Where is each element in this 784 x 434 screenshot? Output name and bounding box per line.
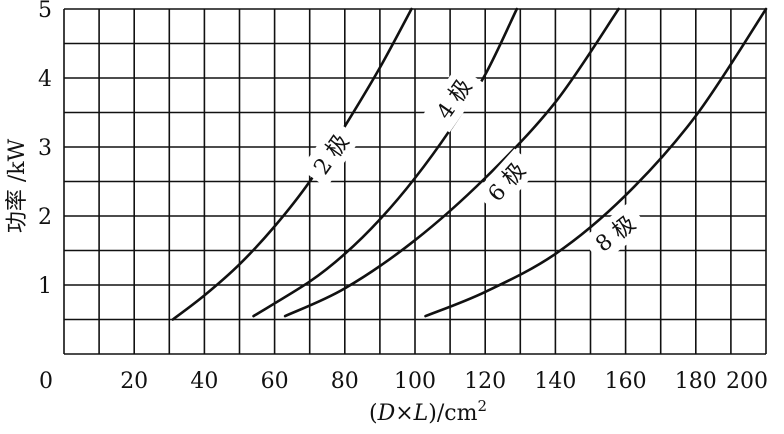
series-line-2 xyxy=(252,7,519,318)
y-tick-label: 5 xyxy=(38,0,52,23)
series-line-3 xyxy=(283,7,620,318)
x-tick-label: 0 xyxy=(39,369,53,394)
series-label-background xyxy=(300,120,362,188)
x-axis-title: (D×L)/cm2 xyxy=(369,397,487,426)
x-tick-label: 80 xyxy=(331,369,359,394)
series-line-1 xyxy=(171,7,413,321)
y-tick-label: 1 xyxy=(38,274,52,299)
x-tick-label: 200 xyxy=(726,369,768,394)
x-tick-label: 60 xyxy=(261,369,289,394)
x-tick-label: 160 xyxy=(605,369,647,394)
x-tick-label: 120 xyxy=(464,369,506,394)
curves xyxy=(171,7,768,321)
x-tick-label: 140 xyxy=(534,369,576,394)
x-tick-label: 40 xyxy=(190,369,218,394)
y-tick-label: 2 xyxy=(38,205,52,230)
series-label-background xyxy=(581,202,649,265)
series-line-4 xyxy=(424,7,768,318)
grid xyxy=(63,8,767,355)
y-tick-label: 3 xyxy=(38,136,52,161)
y-axis-title: 功率 /kW xyxy=(5,138,30,233)
y-tick-label: 4 xyxy=(38,67,52,92)
series-label-background xyxy=(474,148,539,215)
x-tick-label: 20 xyxy=(120,369,148,394)
tick-labels: 0 20 40 60 80 100 120 140 160 180 200 1 2 3 4 5 xyxy=(38,0,768,394)
x-tick-label: 100 xyxy=(394,369,436,394)
x-tick-label: 180 xyxy=(675,369,717,394)
series-label-background xyxy=(423,64,484,133)
